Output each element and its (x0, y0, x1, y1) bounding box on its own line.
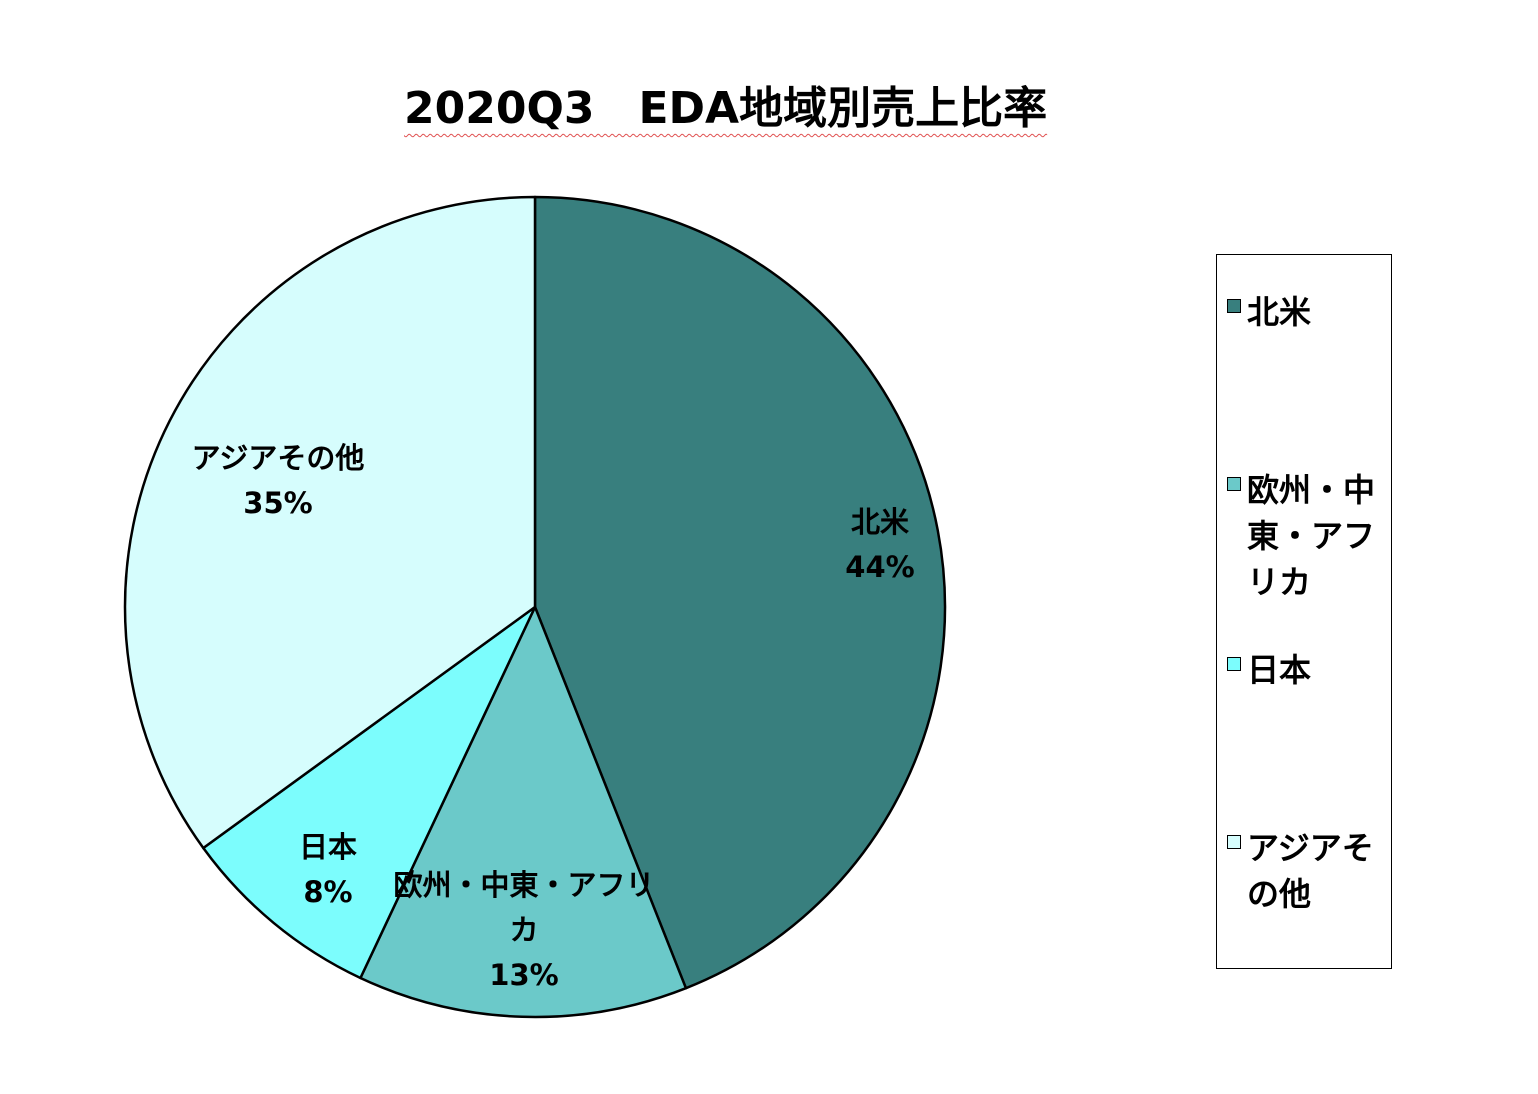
legend-label: 日本 (1247, 651, 1312, 689)
pie-slice-4 (123, 195, 537, 850)
legend-label: 欧州・中東・アフリカ (1247, 471, 1376, 601)
pie-slice-1 (533, 195, 947, 990)
legend-label: アジアその他 (1247, 829, 1374, 913)
slice-percent-label: 44% (845, 550, 914, 584)
slice-category-label: カ (509, 913, 538, 947)
slice-label-2: 欧州・中東・アフリカ 13% (393, 868, 654, 992)
slice-label-1: 北米 44% (845, 505, 914, 584)
slice-percent-label: 8% (303, 875, 352, 909)
chart-title: 2020Q3 EDA地域別売上比率 (404, 83, 1048, 134)
slice-category-label: 日本 (299, 830, 357, 864)
slice-category-label: 北米 (851, 505, 909, 539)
legend: 北米欧州・中東・アフリカ日本アジアその他 (1216, 254, 1392, 969)
legend-swatch (1227, 835, 1241, 849)
legend-entry: 日本 (1227, 647, 1381, 693)
pie-slice-2 (359, 605, 688, 1019)
legend-swatch (1227, 477, 1241, 491)
slice-label-4: アジアその他 35% (192, 441, 365, 520)
slice-category-label: 欧州・中東・アフリ (393, 868, 654, 902)
pie-slice-3 (202, 605, 537, 980)
slice-percent-label: 13% (489, 958, 558, 992)
legend-entry: 北米 (1227, 289, 1381, 335)
legend-swatch (1227, 657, 1241, 671)
legend-entry: 欧州・中東・アフリカ (1227, 467, 1381, 605)
legend-label: 北米 (1247, 293, 1312, 331)
legend-entry: アジアその他 (1227, 825, 1381, 917)
legend-swatch (1227, 299, 1241, 313)
slice-label-3: 日本 8% (299, 830, 357, 909)
slice-category-label: アジアその他 (192, 441, 365, 475)
slice-percent-label: 35% (243, 486, 312, 520)
